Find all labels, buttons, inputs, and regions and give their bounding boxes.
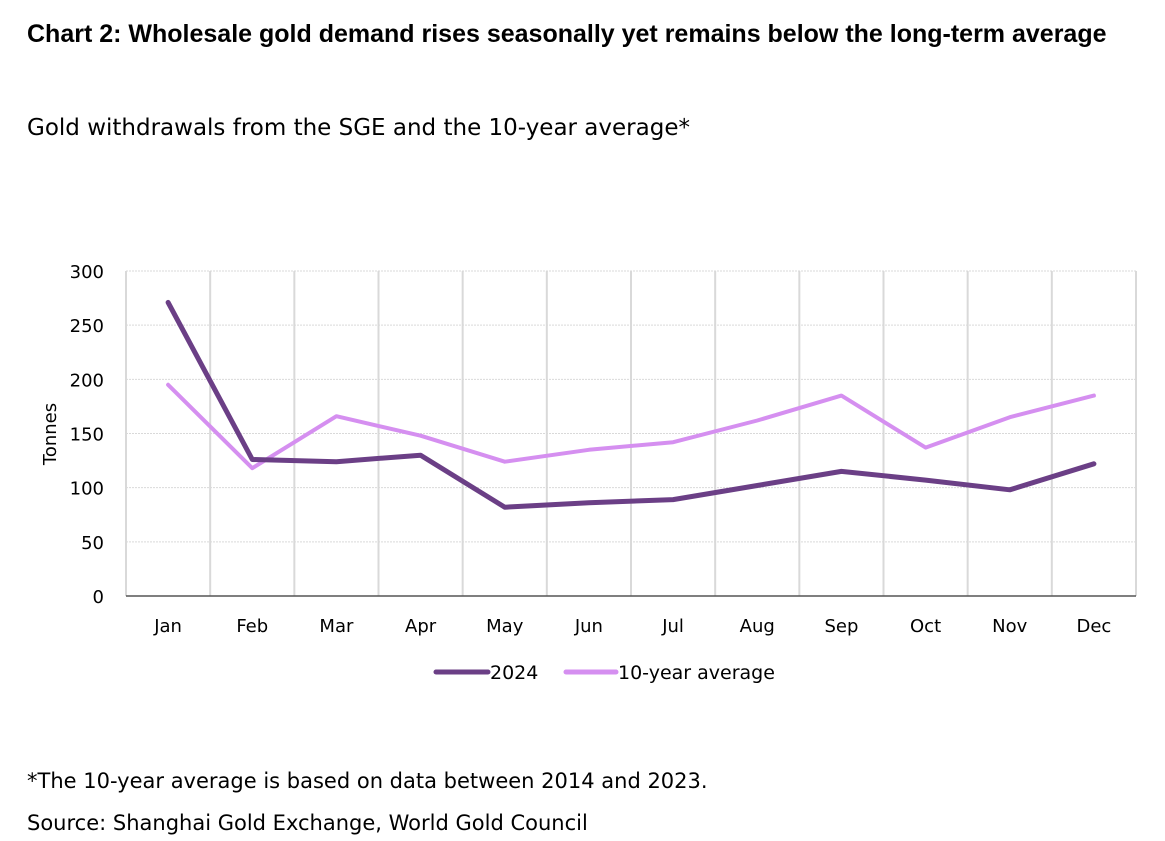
x-tick-label: May <box>486 616 524 637</box>
x-tick-label: Sep <box>824 616 858 637</box>
y-tick-label: 50 <box>81 533 104 554</box>
y-tick-label: 0 <box>93 587 104 608</box>
series-lines <box>165 299 1097 510</box>
y-axis-ticks: 0 50 100 150 200 250 300 <box>70 262 104 608</box>
series-line-2024 <box>165 299 1097 510</box>
x-tick-label: Nov <box>992 616 1027 637</box>
chart-title: Chart 2: Wholesale gold demand rises sea… <box>27 20 1107 48</box>
footnote: *The 10-year average is based on data be… <box>27 769 708 793</box>
y-tick-label: 300 <box>70 262 104 283</box>
legend: 2024 10-year average <box>433 662 775 684</box>
source-note: Source: Shanghai Gold Exchange, World Go… <box>27 811 588 835</box>
series-line-10-year-average <box>166 382 1096 471</box>
x-tick-label: Jul <box>661 616 684 637</box>
legend-label: 10-year average <box>618 662 775 684</box>
x-tick-label: Oct <box>910 616 941 637</box>
x-tick-label: Mar <box>319 616 354 637</box>
grid <box>125 270 1137 597</box>
y-tick-label: 200 <box>70 370 104 391</box>
x-tick-label: Feb <box>236 616 268 637</box>
x-tick-label: Aug <box>740 616 775 637</box>
x-tick-label: Apr <box>405 616 437 637</box>
line-chart: 0 50 100 150 200 250 300 Jan Feb Mar Apr May Jun Jul… <box>40 262 1137 684</box>
legend-label: 2024 <box>490 662 538 684</box>
x-axis-ticks: Jan Feb Mar Apr May Jun Jul Aug Sep Oct Nov Dec <box>153 616 1111 637</box>
chart-subtitle: Gold withdrawals from the SGE and the 10… <box>27 115 690 141</box>
x-tick-label: Jun <box>574 616 603 637</box>
x-tick-label: Jan <box>153 616 182 637</box>
y-tick-label: 100 <box>70 479 104 500</box>
y-tick-label: 150 <box>70 425 104 446</box>
y-tick-label: 250 <box>70 316 104 337</box>
x-tick-label: Dec <box>1076 616 1111 637</box>
y-axis-label: Tonnes <box>40 403 61 466</box>
